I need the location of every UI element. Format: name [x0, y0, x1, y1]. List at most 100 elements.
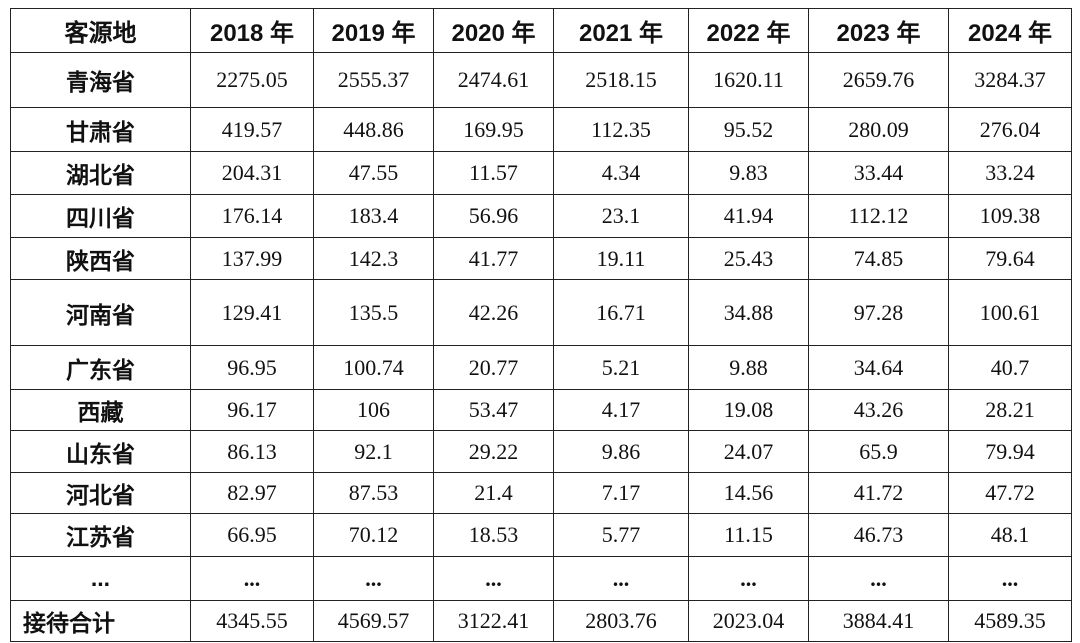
- cell: 82.97: [190, 472, 314, 514]
- cell: 5.21: [553, 345, 689, 390]
- row-label: 河北省: [10, 472, 191, 514]
- table-row: 接待合计 4345.55 4569.57 3122.41 2803.76 2023.04 3…: [10, 600, 1072, 642]
- row-label: 接待合计: [10, 600, 191, 642]
- row-label: 陕西省: [10, 237, 191, 280]
- cell: 56.96: [433, 194, 554, 238]
- cell: 18.53: [433, 513, 554, 557]
- header-cell: 2020 年: [433, 8, 554, 53]
- cell: ...: [553, 556, 689, 601]
- cell: 2023.04: [688, 600, 809, 642]
- cell: 20.77: [433, 345, 554, 390]
- cell: 106: [313, 389, 434, 431]
- cell: 97.28: [808, 279, 949, 346]
- header-cell: 2018 年: [190, 8, 314, 53]
- cell: 2803.76: [553, 600, 689, 642]
- cell: 100.74: [313, 345, 434, 390]
- cell: ...: [688, 556, 809, 601]
- table-row: 江苏省 66.95 70.12 18.53 5.77 11.15 46.73 48.1: [10, 513, 1072, 557]
- cell: 142.3: [313, 237, 434, 280]
- cell: 40.7: [948, 345, 1072, 390]
- cell: 183.4: [313, 194, 434, 238]
- cell: 33.24: [948, 151, 1072, 195]
- header-cell: 客源地: [10, 8, 191, 53]
- cell: 47.72: [948, 472, 1072, 514]
- row-label: 广东省: [10, 345, 191, 390]
- cell: 14.56: [688, 472, 809, 514]
- cell: 109.38: [948, 194, 1072, 238]
- cell: 92.1: [313, 430, 434, 473]
- row-label: 江苏省: [10, 513, 191, 557]
- cell: ...: [313, 556, 434, 601]
- cell: 29.22: [433, 430, 554, 473]
- header-cell: 2023 年: [808, 8, 949, 53]
- cell: 1620.11: [688, 52, 809, 108]
- cell: 96.17: [190, 389, 314, 431]
- cell: 23.1: [553, 194, 689, 238]
- cell: ...: [808, 556, 949, 601]
- cell: 169.95: [433, 107, 554, 152]
- cell: 21.4: [433, 472, 554, 514]
- row-label: ...: [10, 556, 191, 601]
- header-cell: 2021 年: [553, 8, 689, 53]
- table-row: 四川省 176.14 183.4 56.96 23.1 41.94 112.12 109.38: [10, 194, 1072, 238]
- cell: 280.09: [808, 107, 949, 152]
- cell: 3884.41: [808, 600, 949, 642]
- cell: 79.64: [948, 237, 1072, 280]
- cell: 3122.41: [433, 600, 554, 642]
- cell: 4589.35: [948, 600, 1072, 642]
- cell: 11.57: [433, 151, 554, 195]
- cell: 2659.76: [808, 52, 949, 108]
- cell: 2555.37: [313, 52, 434, 108]
- cell: 28.21: [948, 389, 1072, 431]
- row-label: 河南省: [10, 279, 191, 346]
- cell: 204.31: [190, 151, 314, 195]
- cell: 87.53: [313, 472, 434, 514]
- header-cell: 2022 年: [688, 8, 809, 53]
- cell: 419.57: [190, 107, 314, 152]
- cell: 34.88: [688, 279, 809, 346]
- cell: ...: [948, 556, 1072, 601]
- header-cell: 2019 年: [313, 8, 434, 53]
- row-label: 湖北省: [10, 151, 191, 195]
- cell: 100.61: [948, 279, 1072, 346]
- cell: 19.08: [688, 389, 809, 431]
- table-row: 河北省 82.97 87.53 21.4 7.17 14.56 41.72 47.72: [10, 472, 1072, 514]
- cell: 276.04: [948, 107, 1072, 152]
- cell: 41.72: [808, 472, 949, 514]
- cell: 47.55: [313, 151, 434, 195]
- header-cell: 2024 年: [948, 8, 1072, 53]
- cell: 4.34: [553, 151, 689, 195]
- cell: 66.95: [190, 513, 314, 557]
- cell: 2518.15: [553, 52, 689, 108]
- cell: 3284.37: [948, 52, 1072, 108]
- cell: 43.26: [808, 389, 949, 431]
- cell: 135.5: [313, 279, 434, 346]
- table-row: 广东省 96.95 100.74 20.77 5.21 9.88 34.64 40.7: [10, 345, 1072, 390]
- table-row: 陕西省 137.99 142.3 41.77 19.11 25.43 74.85 79.64: [10, 237, 1072, 280]
- cell: 46.73: [808, 513, 949, 557]
- cell: 34.64: [808, 345, 949, 390]
- cell: 19.11: [553, 237, 689, 280]
- table-row: ........................: [10, 556, 1072, 601]
- cell: ...: [433, 556, 554, 601]
- cell: 70.12: [313, 513, 434, 557]
- table-row: 山东省 86.13 92.1 29.22 9.86 24.07 65.9 79.94: [10, 430, 1072, 473]
- table-row: 青海省 2275.05 2555.37 2474.61 2518.15 1620.11 26…: [10, 52, 1072, 108]
- row-label: 甘肃省: [10, 107, 191, 152]
- cell: 4.17: [553, 389, 689, 431]
- cell: 112.35: [553, 107, 689, 152]
- cell: 48.1: [948, 513, 1072, 557]
- row-label: 西藏: [10, 389, 191, 431]
- cell: 24.07: [688, 430, 809, 473]
- cell: 41.77: [433, 237, 554, 280]
- table-row: 河南省 129.41 135.5 42.26 16.71 34.88 97.28 100.61: [10, 279, 1072, 346]
- cell: 86.13: [190, 430, 314, 473]
- table-row: 甘肃省 419.57 448.86 169.95 112.35 95.52 280.09 27…: [10, 107, 1072, 152]
- row-label: 山东省: [10, 430, 191, 473]
- row-label: 青海省: [10, 52, 191, 108]
- cell: 41.94: [688, 194, 809, 238]
- cell: 4569.57: [313, 600, 434, 642]
